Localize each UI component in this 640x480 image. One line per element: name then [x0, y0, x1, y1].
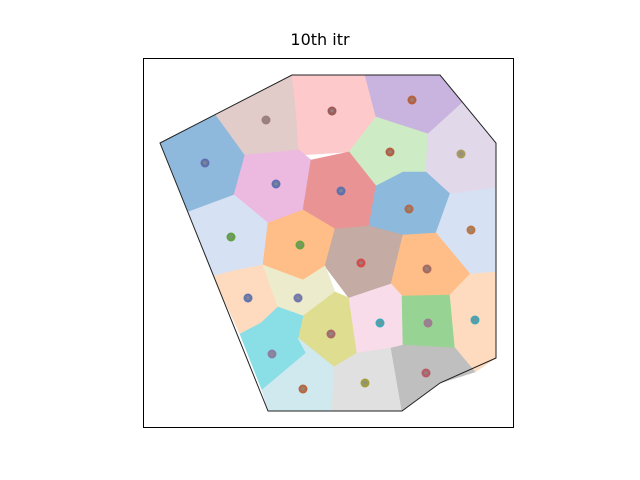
site-point-16	[293, 293, 303, 303]
site-point-11	[226, 232, 236, 242]
centroid-marker-23: ✶	[361, 379, 369, 390]
site-point-21	[267, 349, 277, 359]
cells-layer	[159, 74, 497, 412]
axes-frame	[143, 58, 514, 428]
centroid-marker-17: ✶	[327, 330, 335, 341]
centroid-marker-15: ✶	[244, 294, 252, 305]
centroid-marker-2: ✶	[262, 116, 270, 127]
centroid-marker-13: ✶	[357, 259, 365, 270]
site-point-23	[360, 378, 370, 388]
site-point-2	[261, 115, 271, 125]
site-point-3	[327, 106, 337, 116]
centroid-marker-10: ✶	[467, 226, 475, 237]
centroid-marker-19: ✶	[424, 319, 432, 330]
domain-boundary	[159, 74, 497, 412]
site-point-17	[326, 329, 336, 339]
centroid-marker-20: ✶	[471, 316, 479, 327]
site-point-9	[404, 204, 414, 214]
site-point-18	[375, 318, 385, 328]
centroid-marker-24: ✶	[422, 369, 430, 380]
site-point-24	[421, 368, 431, 378]
centroid-marker-9: ✶	[405, 205, 413, 216]
site-point-22	[298, 384, 308, 394]
centroid-marker-8: ✶	[337, 187, 345, 198]
centroid-marker-3: ✶	[328, 107, 336, 118]
site-point-6	[456, 149, 466, 159]
centroid-marker-14: ✶	[423, 265, 431, 276]
site-point-20	[470, 315, 480, 325]
site-point-15	[243, 293, 253, 303]
chart-title: 10th itr	[290, 30, 350, 49]
centroid-marker-21: ✶	[268, 350, 276, 361]
site-point-8	[336, 186, 346, 196]
site-point-19	[423, 318, 433, 328]
centroid-marker-12: ✶	[296, 241, 304, 252]
centroid-marker-1: ✶	[201, 159, 209, 170]
centroid-marker-11: ✶	[227, 233, 235, 244]
site-point-10	[466, 225, 476, 235]
centroid-marker-6: ✶	[457, 150, 465, 161]
site-point-5	[385, 147, 395, 157]
centroid-marker-7: ✶	[272, 180, 280, 191]
site-point-4	[407, 95, 417, 105]
centroid-marker-5: ✶	[386, 148, 394, 159]
site-point-1	[200, 158, 210, 168]
centroid-marker-16: ✶	[294, 294, 302, 305]
centroid-marker-18: ✶	[376, 319, 384, 330]
centroid-marker-22: ✶	[299, 385, 307, 396]
centroid-marker-4: ✶	[408, 96, 416, 107]
site-point-14	[422, 264, 432, 274]
site-point-12	[295, 240, 305, 250]
site-point-7	[271, 179, 281, 189]
sites-layer: ✶ ✶ ✶ ✶ ✶ ✶ ✶ ✶ ✶ ✶ ✶ ✶ ✶ ✶ ✶ ✶ ✶ ✶ ✶ ✶ ✶ ✶ ✶ ✶	[200, 95, 480, 396]
site-point-13	[356, 258, 366, 268]
